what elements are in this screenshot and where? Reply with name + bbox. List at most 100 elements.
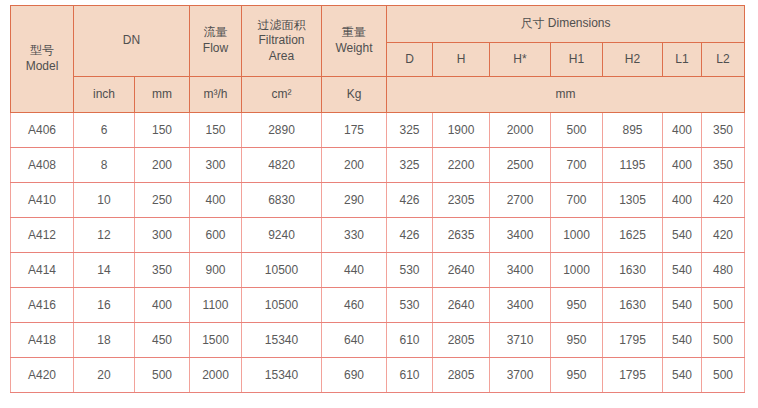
cell-dim-hstar: 3700 — [490, 358, 551, 393]
cell-dim-h1: 1000 — [551, 253, 603, 288]
cell-dim-d: 610 — [387, 358, 433, 393]
cell-dn-mm: 200 — [135, 148, 190, 183]
col-header-d: D — [387, 43, 433, 77]
cell-dim-h: 2805 — [433, 358, 490, 393]
cell-model: A414 — [11, 253, 74, 288]
col-header-h1: H1 — [551, 43, 603, 77]
cell-dim-d: 426 — [387, 183, 433, 218]
cell-dn-inch: 8 — [74, 148, 135, 183]
cell-model: A416 — [11, 288, 74, 323]
cell-weight: 690 — [322, 358, 387, 393]
unit-inch: inch — [74, 77, 135, 113]
unit-flow: m³/h — [190, 77, 242, 113]
table-row: A420 20 500 2000 15340 690 610 2805 3700… — [11, 358, 745, 393]
cell-dim-h: 2805 — [433, 323, 490, 358]
cell-filtration-area: 10500 — [242, 288, 322, 323]
cell-dn-mm: 400 — [135, 288, 190, 323]
table-row: A416 16 400 1100 10500 460 530 2640 3400… — [11, 288, 745, 323]
cell-weight: 460 — [322, 288, 387, 323]
spec-sheet-page: 型号 Model DN 流量 Flow 过滤面积 Filtration Area… — [0, 0, 758, 408]
table-row: A406 6 150 150 2890 175 325 1900 2000 50… — [11, 113, 745, 148]
cell-filtration-area: 2890 — [242, 113, 322, 148]
cell-dim-hstar: 3400 — [490, 288, 551, 323]
cell-dim-l2: 350 — [702, 148, 745, 183]
cell-dim-h: 2640 — [433, 288, 490, 323]
cell-dim-h: 2305 — [433, 183, 490, 218]
cell-dn-inch: 14 — [74, 253, 135, 288]
cell-filtration-area: 10500 — [242, 253, 322, 288]
cell-dim-h2: 1195 — [603, 148, 663, 183]
col-header-filtration-area: 过滤面积 Filtration Area — [242, 6, 322, 77]
cell-dn-mm: 450 — [135, 323, 190, 358]
table-row: A408 8 200 300 4820 200 325 2200 2500 70… — [11, 148, 745, 183]
cell-dim-h2: 895 — [603, 113, 663, 148]
cell-dim-h1: 700 — [551, 148, 603, 183]
cell-flow: 1500 — [190, 323, 242, 358]
cell-dim-h1: 950 — [551, 358, 603, 393]
cell-dim-h1: 950 — [551, 288, 603, 323]
cell-flow: 400 — [190, 183, 242, 218]
cell-dn-inch: 18 — [74, 323, 135, 358]
cell-dim-h2: 1630 — [603, 288, 663, 323]
cell-dim-h2: 1305 — [603, 183, 663, 218]
cell-dim-hstar: 2500 — [490, 148, 551, 183]
cell-dn-inch: 6 — [74, 113, 135, 148]
cell-weight: 330 — [322, 218, 387, 253]
table-row: A418 18 450 1500 15340 640 610 2805 3710… — [11, 323, 745, 358]
cell-model: A406 — [11, 113, 74, 148]
cell-dn-mm: 500 — [135, 358, 190, 393]
cell-dim-l1: 400 — [663, 113, 702, 148]
cell-dim-h2: 1630 — [603, 253, 663, 288]
cell-dim-l1: 400 — [663, 183, 702, 218]
unit-mm: mm — [135, 77, 190, 113]
cell-dim-h1: 1000 — [551, 218, 603, 253]
cell-dim-d: 325 — [387, 148, 433, 183]
cell-dn-inch: 10 — [74, 183, 135, 218]
cell-dim-h1: 950 — [551, 323, 603, 358]
col-header-hstar: H* — [490, 43, 551, 77]
cell-filtration-area: 9240 — [242, 218, 322, 253]
cell-filtration-area: 15340 — [242, 323, 322, 358]
cell-dn-mm: 150 — [135, 113, 190, 148]
cell-dim-hstar: 2700 — [490, 183, 551, 218]
cell-dim-h: 1900 — [433, 113, 490, 148]
cell-dim-hstar: 3400 — [490, 218, 551, 253]
cell-flow: 600 — [190, 218, 242, 253]
cell-dim-d: 325 — [387, 113, 433, 148]
cell-model: A412 — [11, 218, 74, 253]
cell-dim-l1: 540 — [663, 358, 702, 393]
cell-flow: 150 — [190, 113, 242, 148]
col-header-h: H — [433, 43, 490, 77]
unit-dims: mm — [387, 77, 745, 113]
cell-dim-d: 610 — [387, 323, 433, 358]
cell-dim-hstar: 2000 — [490, 113, 551, 148]
cell-dim-h: 2635 — [433, 218, 490, 253]
cell-filtration-area: 4820 — [242, 148, 322, 183]
cell-dim-l2: 500 — [702, 358, 745, 393]
col-header-dn: DN — [74, 6, 190, 77]
cell-dim-h2: 1795 — [603, 323, 663, 358]
cell-dim-l1: 400 — [663, 148, 702, 183]
cell-dn-inch: 16 — [74, 288, 135, 323]
cell-dim-h: 2640 — [433, 253, 490, 288]
cell-dim-l1: 540 — [663, 218, 702, 253]
cell-weight: 640 — [322, 323, 387, 358]
cell-dn-mm: 350 — [135, 253, 190, 288]
col-header-dimensions: 尺寸 Dimensions — [387, 6, 745, 43]
cell-dim-h2: 1625 — [603, 218, 663, 253]
cell-dim-h1: 500 — [551, 113, 603, 148]
cell-model: A420 — [11, 358, 74, 393]
col-header-h2: H2 — [603, 43, 663, 77]
cell-flow: 900 — [190, 253, 242, 288]
header-row-groups: 型号 Model DN 流量 Flow 过滤面积 Filtration Area… — [11, 6, 745, 43]
cell-dim-l2: 420 — [702, 218, 745, 253]
cell-dn-mm: 250 — [135, 183, 190, 218]
cell-weight: 290 — [322, 183, 387, 218]
cell-model: A418 — [11, 323, 74, 358]
cell-weight: 175 — [322, 113, 387, 148]
cell-weight: 440 — [322, 253, 387, 288]
cell-flow: 300 — [190, 148, 242, 183]
cell-model: A408 — [11, 148, 74, 183]
col-header-l2: L2 — [702, 43, 745, 77]
cell-dim-l2: 500 — [702, 323, 745, 358]
